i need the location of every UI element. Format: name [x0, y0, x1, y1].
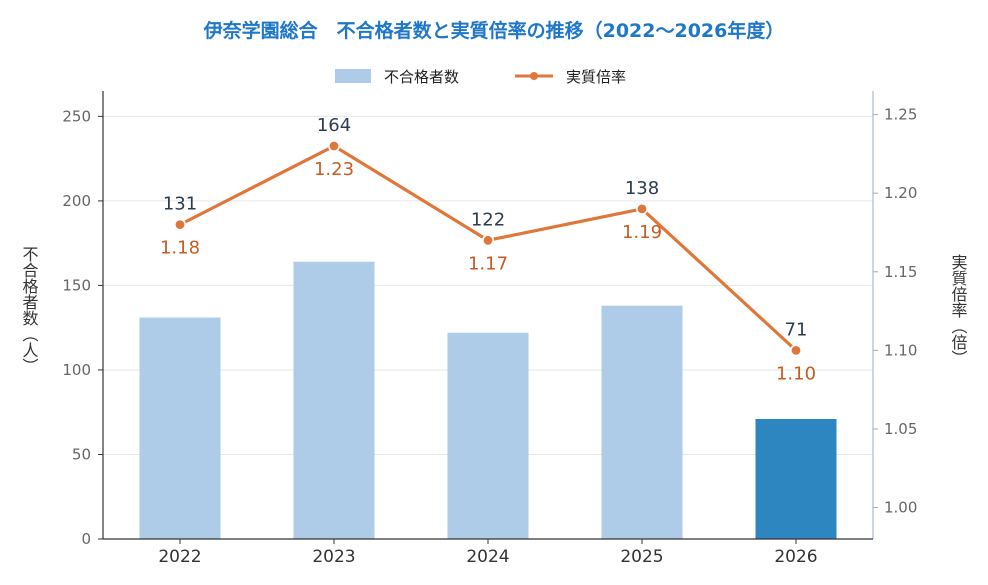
legend: 不合格者数 実質倍率: [335, 68, 626, 86]
x-tick-label: 2024: [466, 547, 509, 567]
rate-polyline: [179, 144, 798, 352]
bar-value-label: 131: [163, 194, 197, 215]
rate-value-label: 1.23: [314, 159, 354, 180]
bar-value-label: 164: [317, 115, 351, 136]
bars: [139, 261, 837, 539]
legend-bar-label: 不合格者数: [384, 68, 459, 86]
rate-value-labels: 1.18 1.23 1.17 1.19 1.10: [160, 159, 816, 384]
rate-point: [174, 218, 187, 231]
bar-value-labels: 131 164 122 138 71: [163, 115, 808, 340]
right-tick-label: 1.00: [884, 499, 917, 517]
x-tick-label: 2023: [312, 547, 355, 567]
right-tick-label: 1.20: [884, 184, 917, 202]
legend-line-marker: [530, 72, 538, 80]
x-tick-label: 2026: [774, 547, 817, 567]
chart-title: 伊奈学園総合 不合格者数と実質倍率の推移（2022〜2026年度）: [203, 19, 785, 42]
bar-2026: [755, 418, 837, 539]
left-axis-title: 不合格者数（人）: [20, 246, 39, 374]
bar-value-label: 122: [471, 209, 505, 230]
left-tick-label: 250: [62, 107, 91, 125]
rate-value-label: 1.17: [468, 253, 508, 274]
right-tick-label: 1.25: [884, 106, 917, 124]
rate-value-label: 1.19: [622, 222, 662, 243]
right-axis-ticks: 1.00 1.05 1.10 1.15 1.20 1.25: [873, 106, 917, 517]
left-tick-label: 100: [62, 361, 91, 379]
bar-value-label: 138: [625, 178, 659, 199]
right-tick-label: 1.15: [884, 263, 917, 281]
rate-point: [635, 202, 648, 215]
x-tick-label: 2025: [620, 547, 663, 567]
rate-value-label: 1.18: [160, 238, 200, 259]
left-tick-label: 0: [81, 530, 91, 548]
legend-line-label: 実質倍率: [566, 68, 626, 86]
rate-point: [789, 344, 802, 357]
bar-value-label: 71: [785, 319, 808, 340]
bar-2024: [447, 332, 529, 539]
rate-point: [481, 234, 494, 247]
x-tick-label: 2022: [158, 547, 201, 567]
bar-2023: [293, 261, 375, 539]
left-tick-label: 200: [62, 192, 91, 210]
bar-2022: [139, 317, 221, 539]
x-axis-ticks: 2022 2023 2024 2025 2026: [158, 539, 818, 567]
right-axis-title: 実質倍率（倍）: [949, 254, 968, 366]
left-axis-ticks: 0 50 100 150 200 250: [62, 107, 103, 548]
left-tick-label: 50: [72, 445, 91, 463]
legend-bar-swatch: [335, 69, 371, 83]
rate-line: [174, 140, 802, 357]
rate-point: [327, 140, 340, 153]
left-tick-label: 150: [62, 276, 91, 294]
right-tick-label: 1.10: [884, 341, 917, 359]
bar-2025: [601, 305, 683, 539]
right-tick-label: 1.05: [884, 420, 917, 438]
rate-value-label: 1.10: [776, 363, 816, 384]
